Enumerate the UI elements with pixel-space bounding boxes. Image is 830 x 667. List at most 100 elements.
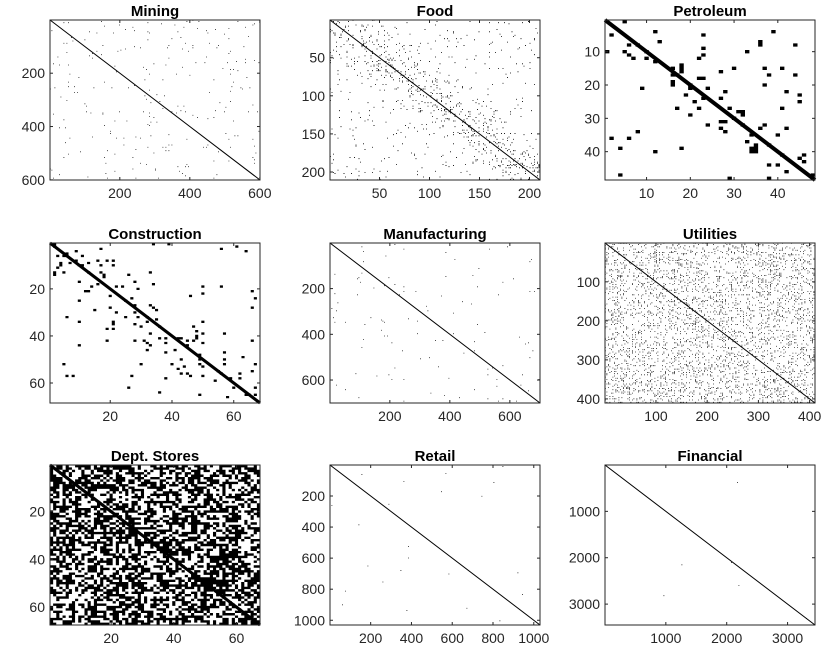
axes-border <box>604 464 816 626</box>
y-tick-label: 200 <box>302 488 326 504</box>
y-tick-label: 40 <box>584 144 600 160</box>
x-tick-label: 400 <box>438 408 462 424</box>
y-tick-label: 30 <box>584 110 600 126</box>
panel-title: Mining <box>131 3 179 20</box>
panel-title: Retail <box>415 448 456 465</box>
x-tick-label: 10 <box>639 185 655 201</box>
axes-border <box>604 19 816 181</box>
y-tick-label: 60 <box>29 375 45 391</box>
y-tick-label: 800 <box>302 581 326 597</box>
y-tick-label: 600 <box>22 172 46 188</box>
x-tick-label: 40 <box>166 630 182 646</box>
y-tick-label: 40 <box>29 328 45 344</box>
x-tick-label: 1000 <box>518 630 549 646</box>
y-tick-label: 200 <box>302 281 326 297</box>
panel-title: Financial <box>677 448 742 465</box>
diagonal-line <box>49 463 261 627</box>
x-tick-label: 200 <box>378 408 402 424</box>
panel-dept-stores: Dept. Stores 20 40 60 20 40 60 <box>29 448 261 646</box>
y-tick-label: 400 <box>302 326 326 342</box>
diagonal-line <box>329 242 541 404</box>
panel-title: Petroleum <box>673 3 746 20</box>
x-tick-label: 400 <box>178 185 202 201</box>
y-tick-label: 60 <box>29 599 45 615</box>
y-tick-label: 20 <box>29 504 45 520</box>
panel-utilities: Utilities 100 200 300 400 100 200 300 400 <box>577 226 822 424</box>
y-tick-label: 50 <box>309 50 325 66</box>
axes-border <box>329 19 541 181</box>
panel-title: Manufacturing <box>383 226 486 243</box>
x-tick-label: 800 <box>481 630 505 646</box>
x-tick-label: 20 <box>103 630 119 646</box>
panel-petroleum: Petroleum 10 20 30 40 10 20 30 40 <box>584 3 817 201</box>
y-tick-label: 20 <box>29 281 45 297</box>
y-tick-label: 1000 <box>294 612 325 628</box>
y-tick-label: 40 <box>29 551 45 567</box>
diagonal-line <box>604 242 816 404</box>
x-tick-label: 100 <box>644 408 668 424</box>
x-tick-label: 600 <box>248 185 272 201</box>
y-tick-label: 300 <box>577 352 601 368</box>
x-tick-label: 20 <box>683 185 699 201</box>
panel-title: Utilities <box>683 226 737 243</box>
x-tick-label: 3000 <box>772 630 803 646</box>
panel-construction: Construction 20 40 60 20 40 60 <box>29 226 261 424</box>
panel-title: Food <box>417 3 454 20</box>
axes-border <box>329 242 541 404</box>
diagonal-line <box>329 464 541 626</box>
diagonal-line <box>329 19 541 181</box>
panel-mining: Mining 200 400 600 200 400 600 <box>22 3 272 201</box>
x-tick-label: 200 <box>108 185 132 201</box>
axes-border <box>49 19 261 181</box>
y-tick-label: 2000 <box>569 550 600 566</box>
x-tick-label: 150 <box>468 185 492 201</box>
y-tick-label: 400 <box>302 519 326 535</box>
y-tick-label: 1000 <box>569 503 600 519</box>
diagonal-line <box>49 19 261 181</box>
y-tick-label: 20 <box>584 77 600 93</box>
y-tick-label: 200 <box>302 164 326 180</box>
x-tick-label: 50 <box>372 185 388 201</box>
x-tick-label: 60 <box>226 408 242 424</box>
diagonal-line <box>604 464 816 626</box>
axes-border <box>329 464 541 626</box>
diagonal-line <box>603 18 817 182</box>
axes-border <box>49 242 261 404</box>
diagonal-line <box>49 241 261 405</box>
y-tick-label: 200 <box>22 65 46 81</box>
y-tick-label: 100 <box>302 88 326 104</box>
x-tick-label: 60 <box>229 630 245 646</box>
x-tick-label: 1000 <box>650 630 681 646</box>
y-tick-label: 400 <box>577 391 601 407</box>
y-tick-label: 3000 <box>569 596 600 612</box>
y-tick-label: 200 <box>577 313 601 329</box>
y-tick-label: 10 <box>584 44 600 60</box>
x-tick-label: 300 <box>747 408 771 424</box>
x-tick-label: 400 <box>400 630 424 646</box>
y-tick-label: 600 <box>302 372 326 388</box>
x-tick-label: 600 <box>441 630 465 646</box>
x-tick-label: 40 <box>164 408 180 424</box>
panel-retail: Retail 200 400 600 800 1000 200 400 600 800 1000 <box>294 448 550 646</box>
x-tick-label: 100 <box>418 185 442 201</box>
x-tick-label: 2000 <box>711 630 742 646</box>
y-tick-label: 100 <box>577 274 601 290</box>
axes-border <box>604 242 816 404</box>
axes-border <box>49 464 261 626</box>
x-tick-label: 200 <box>518 185 542 201</box>
y-tick-label: 600 <box>302 550 326 566</box>
x-tick-label: 600 <box>498 408 522 424</box>
x-tick-label: 400 <box>798 408 822 424</box>
panel-manufacturing: Manufacturing 200 400 600 200 400 600 <box>302 226 541 424</box>
x-tick-label: 40 <box>770 185 786 201</box>
panel-title: Dept. Stores <box>111 448 199 465</box>
panel-food: Food 50 100 150 200 50 100 150 200 <box>302 3 542 201</box>
x-tick-label: 200 <box>696 408 720 424</box>
y-tick-label: 400 <box>22 119 46 135</box>
panel-financial: Financial 1000 2000 3000 1000 2000 3000 <box>569 448 816 646</box>
x-tick-label: 30 <box>726 185 742 201</box>
x-tick-label: 20 <box>102 408 118 424</box>
y-tick-label: 150 <box>302 126 326 142</box>
x-tick-label: 200 <box>359 630 383 646</box>
panel-title: Construction <box>108 226 201 243</box>
